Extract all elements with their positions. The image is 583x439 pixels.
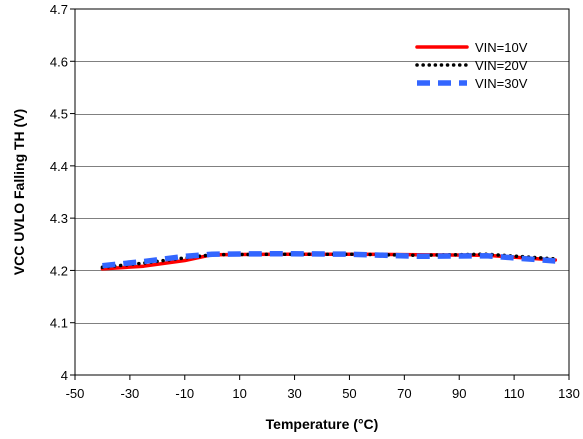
y-tick-label: 4.3 bbox=[50, 211, 68, 226]
legend: VIN=10V VIN=20V VIN=30V bbox=[415, 40, 528, 91]
legend-label: VIN=10V bbox=[475, 40, 528, 55]
y-tick-label: 4.4 bbox=[50, 159, 68, 174]
legend-label: VIN=20V bbox=[475, 58, 528, 73]
y-tick-label: 4.7 bbox=[50, 2, 68, 17]
x-axis-label: Temperature (°C) bbox=[266, 416, 379, 432]
x-tick-labels: -50 -30 -10 10 30 50 70 90 110 130 bbox=[66, 375, 580, 401]
series-line-1 bbox=[100, 252, 558, 270]
y-tick-label: 4 bbox=[61, 368, 68, 383]
series-lines bbox=[100, 250, 558, 271]
x-tick-label: 10 bbox=[232, 386, 246, 401]
x-tick-label: 130 bbox=[558, 386, 580, 401]
x-tick-label: 30 bbox=[287, 386, 301, 401]
y-tick-label: 4.6 bbox=[50, 54, 68, 69]
y-tick-label: 4.2 bbox=[50, 263, 68, 278]
x-tick-label: 70 bbox=[397, 386, 411, 401]
plot-frame bbox=[74, 8, 570, 376]
x-tick-label: -50 bbox=[66, 386, 85, 401]
x-tick-label: 90 bbox=[452, 386, 466, 401]
y-tick-labels: 4 4.1 4.2 4.3 4.4 4.5 4.6 4.7 bbox=[50, 2, 75, 383]
x-tick-label: -30 bbox=[120, 386, 139, 401]
x-tick-label: 110 bbox=[504, 386, 525, 401]
x-tick-label: 50 bbox=[342, 386, 356, 401]
series-line-2 bbox=[102, 250, 556, 269]
x-tick-label: -10 bbox=[175, 386, 194, 401]
grid-lines bbox=[75, 61, 569, 324]
y-tick-label: 4.1 bbox=[50, 316, 68, 331]
legend-label: VIN=30V bbox=[475, 76, 528, 91]
y-tick-label: 4.5 bbox=[50, 107, 68, 122]
y-axis-label: VCC UVLO Falling TH (V) bbox=[11, 109, 27, 275]
